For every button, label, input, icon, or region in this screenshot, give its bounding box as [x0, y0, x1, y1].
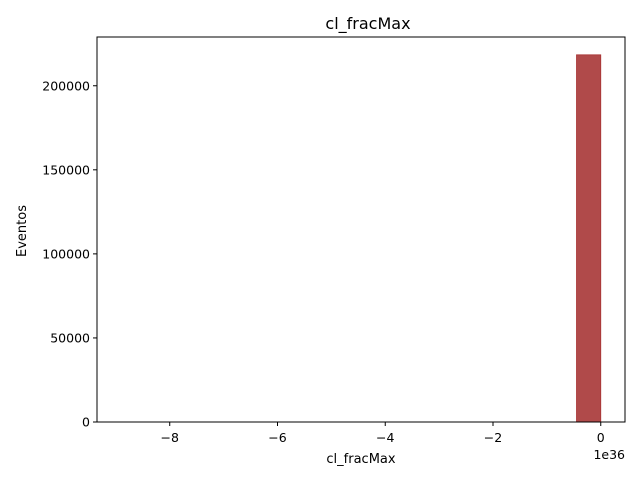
- x-tick-label: −2: [484, 430, 502, 445]
- y-axis-label: Eventos: [15, 205, 30, 257]
- y-tick-label: 150000: [42, 162, 90, 177]
- x-tick-label: −4: [376, 430, 394, 445]
- x-axis-offset-label: 1e36: [593, 447, 625, 462]
- axes-frame: [96, 36, 626, 423]
- y-tick-label: 50000: [50, 330, 90, 345]
- plot-area: −8 −6 −4 −2 0 0 50000 100000 150000 200000: [42, 36, 626, 445]
- y-tick-label: 0: [82, 415, 90, 430]
- histogram-bar: [576, 54, 602, 423]
- y-tick-label: 100000: [42, 246, 90, 261]
- x-tick-label: −8: [161, 430, 179, 445]
- x-axis-label: cl_fracMax: [326, 452, 395, 467]
- y-tick-label: 200000: [42, 78, 90, 93]
- chart-title: cl_fracMax: [325, 14, 410, 34]
- x-tick-label: 0: [597, 430, 605, 445]
- x-tick-label: −6: [268, 430, 286, 445]
